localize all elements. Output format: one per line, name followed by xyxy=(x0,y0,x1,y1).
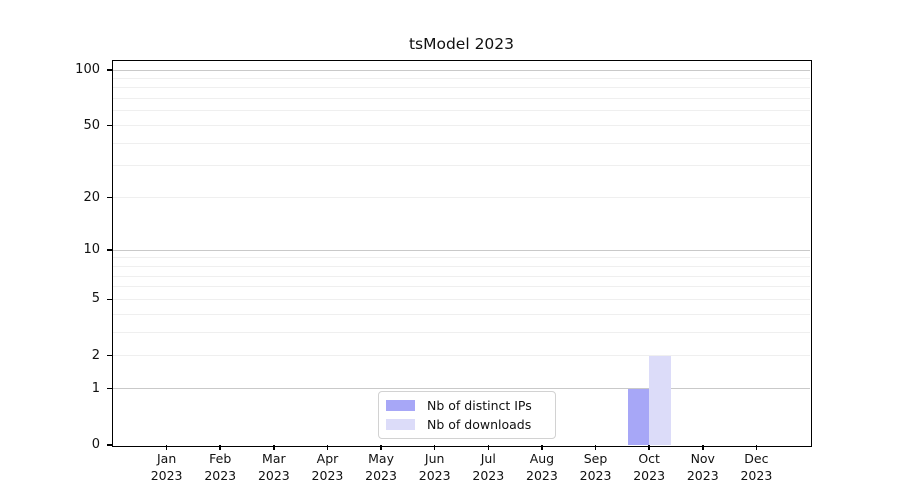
legend-label-distinct-ips: Nb of distinct IPs xyxy=(427,398,532,413)
x-tick-mark xyxy=(594,445,597,450)
x-tick-mark xyxy=(380,445,382,450)
y-tick-label: 50 xyxy=(83,117,100,133)
y-gridline-minor xyxy=(113,257,810,259)
bar-nb-of-downloads xyxy=(649,355,671,445)
y-gridline-minor xyxy=(113,110,810,112)
x-tick-mark xyxy=(755,445,758,450)
legend-entry-downloads: Nb of downloads xyxy=(386,417,547,432)
x-tick-mark xyxy=(541,445,543,450)
x-tick-mark xyxy=(702,445,704,450)
y-tick-mark xyxy=(106,124,113,127)
x-tick-label: Jun 2023 xyxy=(418,451,451,483)
y-tick-label: 1 xyxy=(91,380,100,396)
x-tick-label: Sep 2023 xyxy=(579,451,612,483)
legend-label-downloads: Nb of downloads xyxy=(427,417,532,432)
legend-swatch-distinct-ips xyxy=(386,400,415,411)
y-gridline-minor xyxy=(113,98,810,100)
y-gridline-minor xyxy=(113,331,810,333)
y-tick-label: 20 xyxy=(83,189,100,205)
chart-title: tsModel 2023 xyxy=(408,35,515,53)
y-gridline-minor xyxy=(113,142,810,144)
y-tick-mark xyxy=(106,298,113,301)
y-gridline-major xyxy=(113,249,810,251)
y-gridline-minor xyxy=(113,286,810,288)
x-tick-label: Nov 2023 xyxy=(686,451,719,483)
x-tick-mark xyxy=(487,445,490,450)
bar-nb-of-distinct-ips xyxy=(627,388,650,445)
legend-swatch-downloads xyxy=(386,419,415,430)
y-gridline-minor xyxy=(113,313,810,315)
y-gridline-minor xyxy=(113,275,810,277)
legend-entry-distinct-ips: Nb of distinct IPs xyxy=(386,398,547,413)
y-tick-label: 100 xyxy=(75,62,100,78)
y-gridline-major xyxy=(113,388,810,390)
y-gridline-minor xyxy=(113,265,810,267)
x-tick-mark xyxy=(326,445,329,450)
x-tick-mark xyxy=(648,445,650,450)
y-gridline-minor xyxy=(113,298,810,300)
plot-area: Nb of distinct IPs Nb of downloads xyxy=(111,59,812,447)
legend: Nb of distinct IPs Nb of downloads xyxy=(378,391,556,439)
x-tick-label: Jul 2023 xyxy=(472,451,505,483)
y-tick-mark xyxy=(106,354,113,357)
y-gridline-minor xyxy=(113,77,810,79)
y-tick-label: 0 xyxy=(91,437,100,452)
y-gridline-major xyxy=(113,69,810,71)
x-tick-label: Jan 2023 xyxy=(150,451,183,483)
y-tick-mark xyxy=(106,444,113,446)
y-tick-mark xyxy=(106,387,113,390)
y-tick-label: 2 xyxy=(91,347,100,363)
x-tick-label: Apr 2023 xyxy=(311,451,344,483)
x-tick-label: Mar 2023 xyxy=(257,451,290,483)
y-tick-mark xyxy=(106,69,113,71)
y-gridline-minor xyxy=(113,355,810,357)
y-tick-label: 10 xyxy=(83,242,100,258)
x-tick-mark xyxy=(273,445,275,450)
x-tick-label: May 2023 xyxy=(365,451,397,483)
y-gridline-minor xyxy=(113,197,810,199)
x-tick-label: Oct 2023 xyxy=(633,451,666,483)
x-tick-label: Feb 2023 xyxy=(204,451,237,483)
x-tick-label: Dec 2023 xyxy=(740,451,773,483)
x-tick-label: Aug 2023 xyxy=(526,451,558,483)
y-tick-mark xyxy=(106,196,113,199)
x-tick-mark xyxy=(433,445,436,450)
y-tick-label: 5 xyxy=(91,291,100,307)
y-tick-mark xyxy=(106,249,113,251)
y-gridline-minor xyxy=(113,87,810,89)
x-tick-mark xyxy=(219,445,221,450)
y-gridline-minor xyxy=(113,125,810,127)
y-gridline-minor xyxy=(113,165,810,167)
x-tick-mark xyxy=(165,445,168,450)
